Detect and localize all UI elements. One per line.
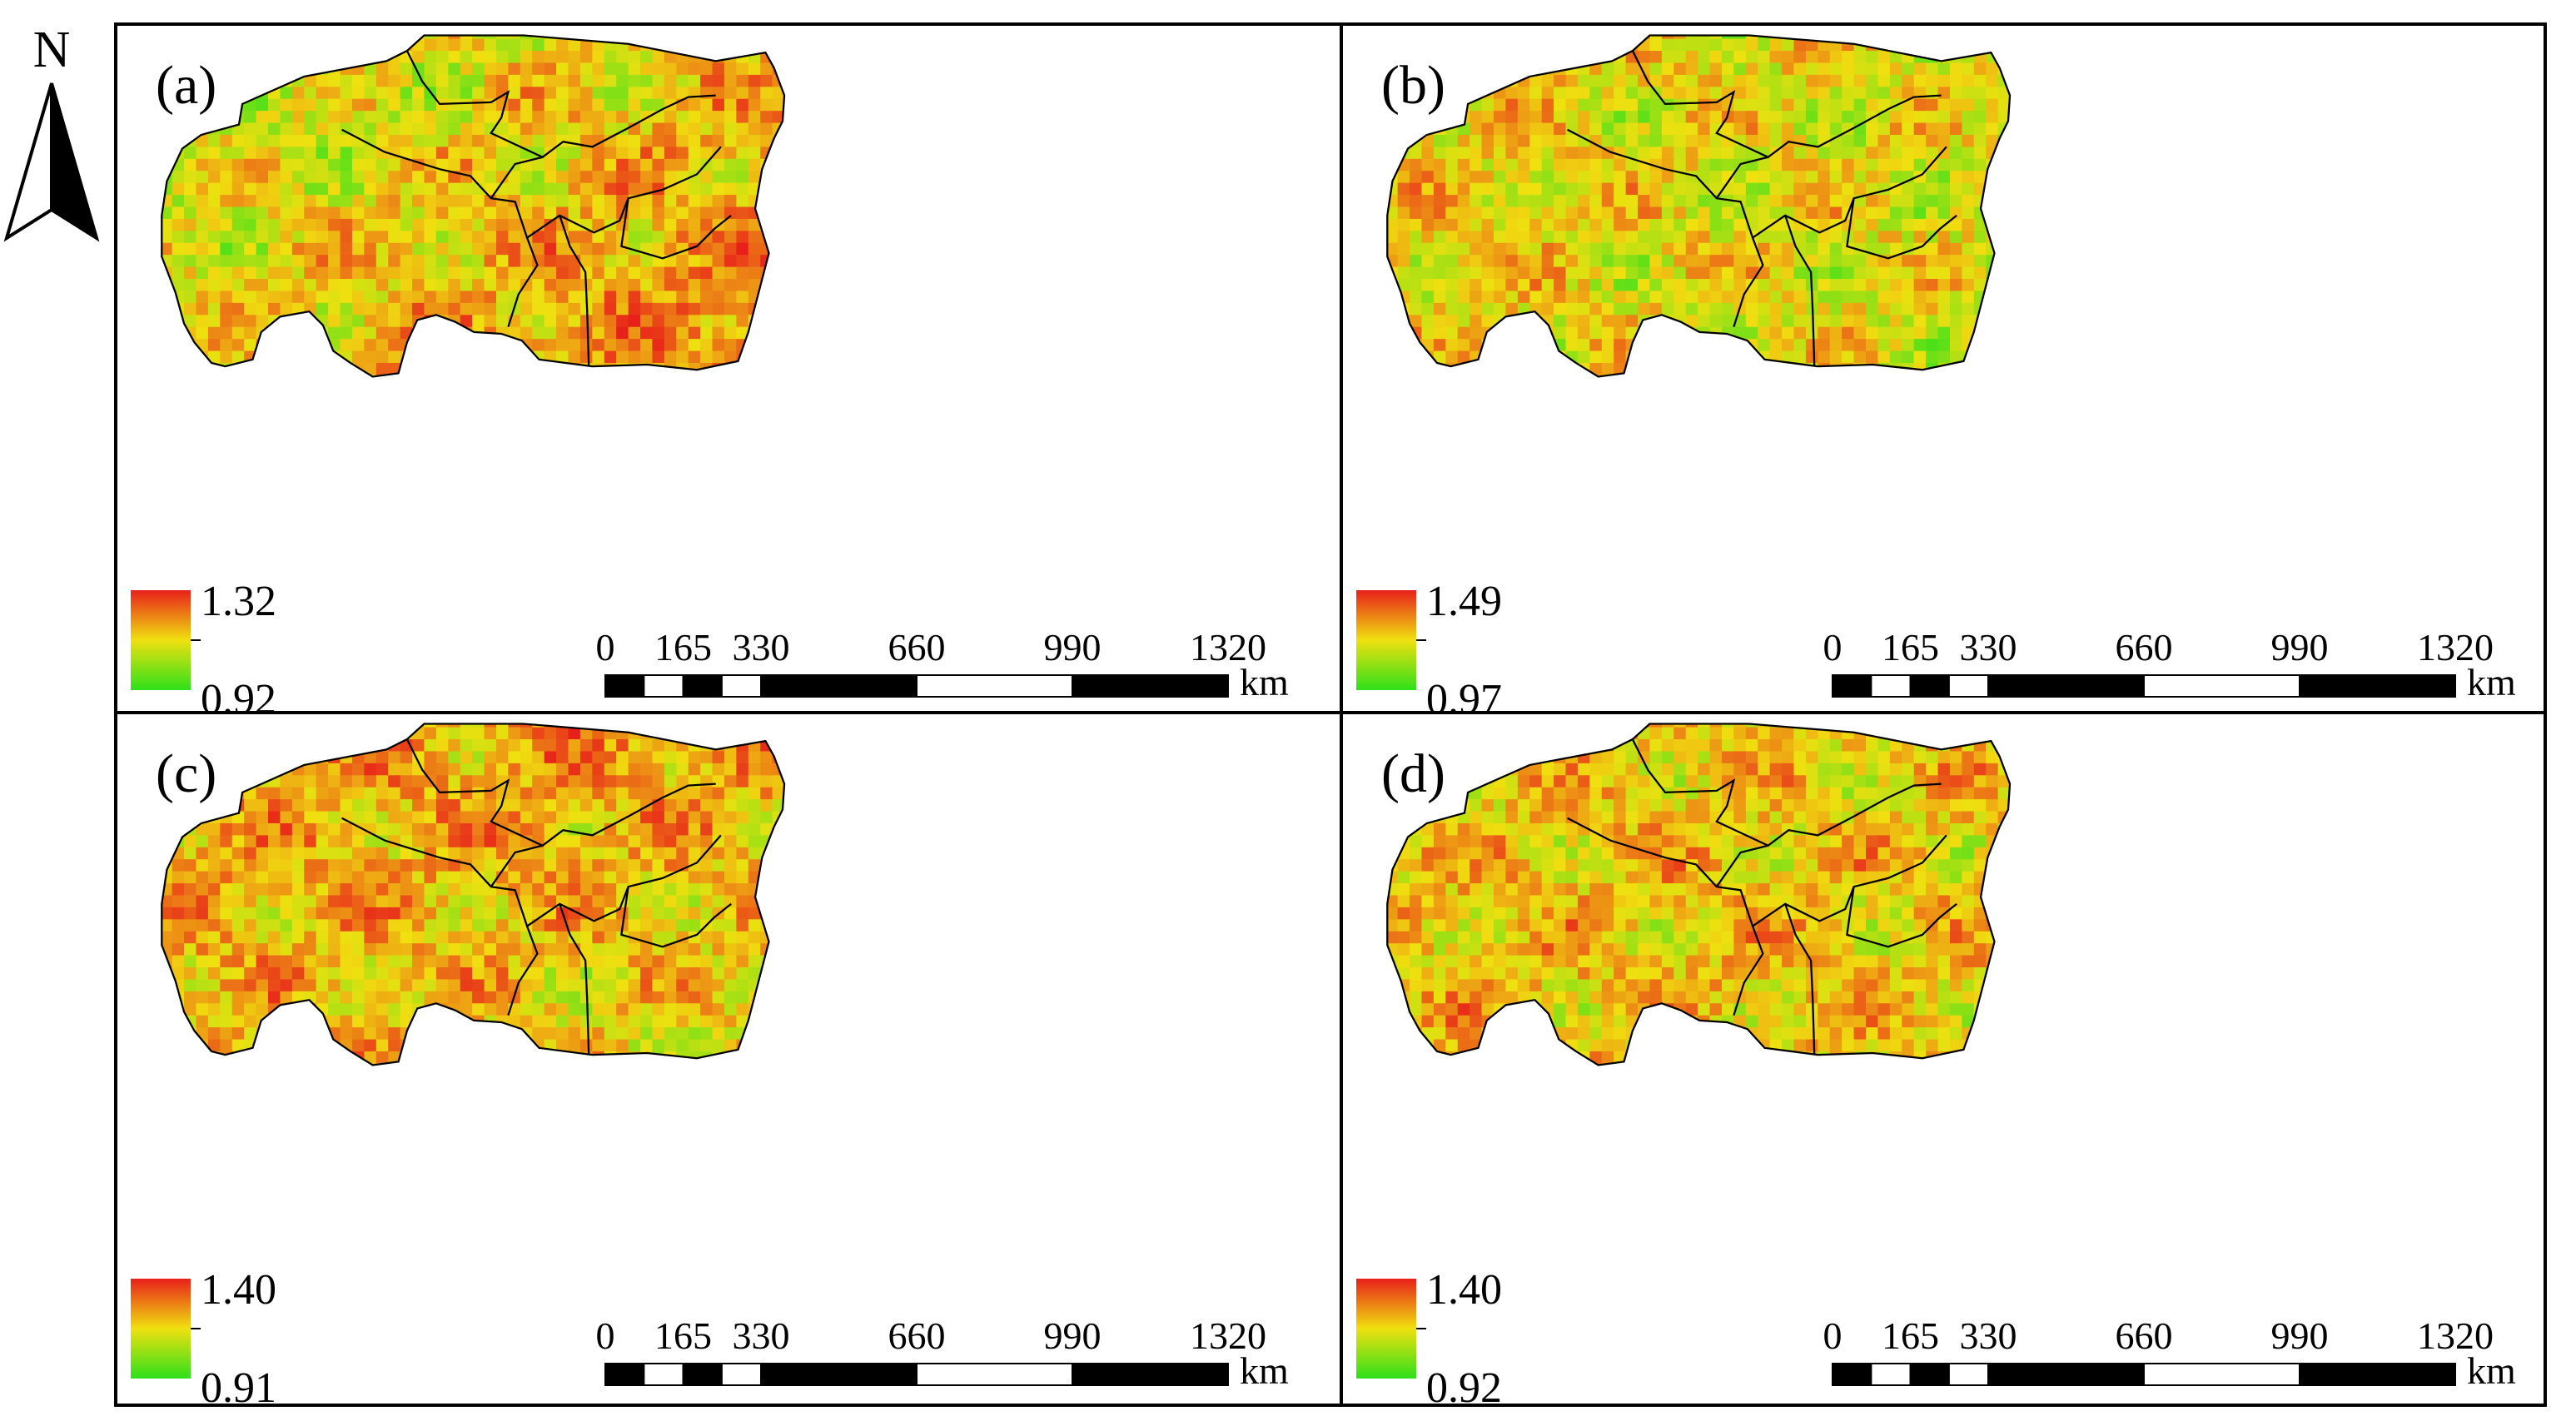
panel-label: (d) [1381, 743, 1445, 804]
legend-min: 0.91 [201, 1364, 276, 1412]
north-arrow: N [7, 22, 97, 238]
scale-tick-label: 330 [1960, 626, 2017, 668]
scale-unit: km [1240, 1349, 1289, 1392]
legend-max: 1.40 [201, 1266, 276, 1314]
legend-gradient [131, 590, 191, 690]
scale-tick-label: 660 [2116, 626, 2173, 668]
north-arrow-left-half [7, 83, 52, 238]
legend-max: 1.32 [201, 578, 276, 625]
north-arrow-right-half [52, 83, 97, 238]
legend-gradient [1356, 1279, 1416, 1379]
legend-max: 1.49 [1426, 578, 1502, 625]
scale-tick-label: 990 [2271, 626, 2329, 668]
scale-tick-label: 165 [1882, 626, 1939, 668]
legend-max: 1.40 [1426, 1266, 1502, 1314]
scale-tick-label: 165 [654, 626, 712, 668]
scale-tick-label: 330 [733, 1314, 790, 1357]
panel-label: (c) [156, 743, 216, 804]
scale-tick-label: 660 [888, 626, 946, 668]
scale-tick-label: 0 [1823, 1314, 1842, 1357]
scale-tick-label: 0 [1823, 626, 1842, 668]
legend-gradient [131, 1279, 191, 1379]
legend-min: 0.92 [1426, 1364, 1502, 1412]
scale-unit: km [2467, 661, 2516, 703]
scale-tick-label: 990 [1044, 1314, 1102, 1357]
scale-tick-label: 165 [654, 1314, 712, 1357]
scale-unit: km [2467, 1349, 2516, 1392]
panel-label: (a) [156, 55, 216, 116]
scale-tick-label: 165 [1882, 1314, 1939, 1357]
scale-tick-label: 990 [1044, 626, 1102, 668]
scale-tick-label: 660 [888, 1314, 946, 1357]
scale-tick-label: 660 [2116, 1314, 2173, 1357]
scale-tick-label: 0 [596, 1314, 615, 1357]
scale-tick-label: 0 [596, 626, 615, 668]
scale-tick-label: 330 [1960, 1314, 2017, 1357]
legend-gradient [1356, 590, 1416, 690]
north-label: N [33, 22, 71, 78]
panel-label: (b) [1381, 55, 1445, 116]
scale-tick-label: 330 [733, 626, 790, 668]
scale-tick-label: 990 [2271, 1314, 2329, 1357]
scale-unit: km [1240, 661, 1289, 703]
